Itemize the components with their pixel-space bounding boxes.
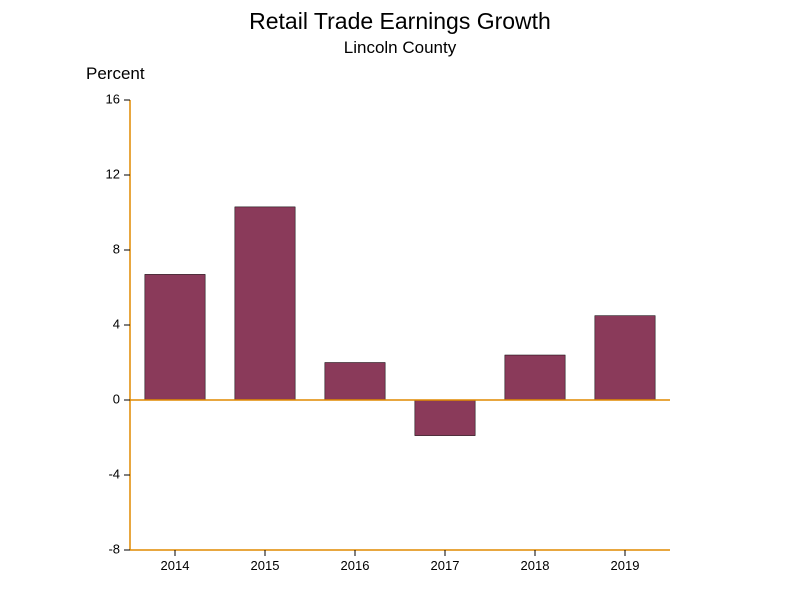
x-tick-label: 2015 xyxy=(251,558,280,573)
bar xyxy=(145,274,205,400)
chart-svg: -8 -4 0 4 8 12 16 2014 2015 2016 2017 2018 2019 xyxy=(0,0,800,600)
y-tick-label: -4 xyxy=(108,466,120,481)
y-tick-label: 16 xyxy=(106,91,120,106)
y-tick-label: 12 xyxy=(106,166,120,181)
x-tick-label: 2014 xyxy=(161,558,190,573)
x-tick-label: 2016 xyxy=(341,558,370,573)
chart-container: Retail Trade Earnings Growth Lincoln Cou… xyxy=(0,0,800,600)
y-tick-label: -8 xyxy=(108,541,120,556)
y-tick-label: 8 xyxy=(113,241,120,256)
bar xyxy=(505,355,565,400)
x-tick-label: 2018 xyxy=(521,558,550,573)
x-tick-label: 2019 xyxy=(611,558,640,573)
x-tick-label: 2017 xyxy=(431,558,460,573)
bar xyxy=(325,363,385,401)
bar xyxy=(235,207,295,400)
y-tick-label: 0 xyxy=(113,391,120,406)
bar xyxy=(415,400,475,436)
bar xyxy=(595,316,655,400)
y-tick-label: 4 xyxy=(113,316,120,331)
